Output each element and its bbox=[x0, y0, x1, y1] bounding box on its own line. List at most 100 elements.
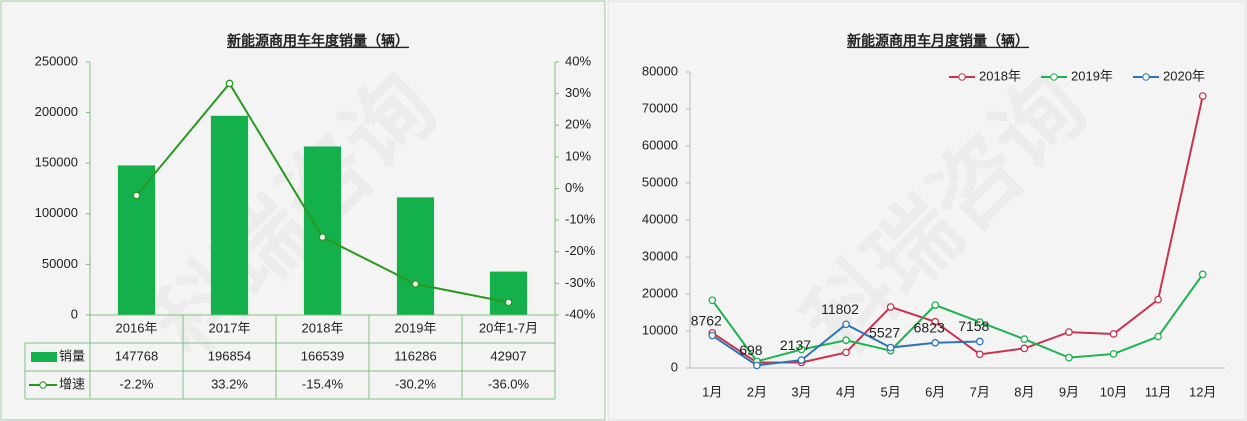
bar bbox=[303, 146, 342, 315]
table-cell: 33.2% bbox=[211, 376, 248, 391]
data-label: 2137 bbox=[780, 337, 811, 353]
table-cell: 42907 bbox=[490, 348, 526, 363]
bar bbox=[396, 197, 435, 315]
x-tick-label: 12月 bbox=[1189, 384, 1216, 399]
bar bbox=[489, 271, 528, 315]
point bbox=[753, 361, 761, 370]
y2-tick-label: -40% bbox=[565, 306, 596, 321]
point bbox=[708, 331, 717, 340]
y2-tick-label: 30% bbox=[565, 85, 591, 100]
point bbox=[886, 303, 895, 311]
point bbox=[931, 338, 940, 347]
legend-label: 2018年 bbox=[979, 68, 1021, 83]
point bbox=[1109, 350, 1118, 358]
series-line bbox=[711, 273, 1204, 363]
y-tick-label: 100000 bbox=[35, 205, 78, 220]
x-tick-label: 9月 bbox=[1059, 384, 1079, 399]
legend-label: 销量 bbox=[59, 348, 85, 363]
legend-swatch bbox=[1142, 73, 1150, 81]
point bbox=[842, 336, 850, 345]
point bbox=[1020, 344, 1029, 353]
point bbox=[886, 343, 895, 352]
y2-tick-label: -30% bbox=[565, 275, 596, 290]
point bbox=[1198, 92, 1207, 100]
point bbox=[842, 320, 850, 329]
y-tick-label: 50000 bbox=[42, 256, 78, 271]
point bbox=[411, 280, 420, 288]
x-tick-label: 20年1-7月 bbox=[479, 320, 538, 335]
x-tick-label: 10月 bbox=[1100, 384, 1127, 399]
data-label: 698 bbox=[739, 342, 763, 358]
y2-tick-label: 40% bbox=[565, 53, 591, 68]
table-cell: 166539 bbox=[301, 348, 344, 363]
y2-tick-label: 0% bbox=[565, 180, 584, 195]
point bbox=[931, 301, 940, 309]
data-label: 6823 bbox=[914, 319, 945, 335]
y2-tick-label: -10% bbox=[565, 212, 596, 227]
point bbox=[975, 318, 984, 326]
point bbox=[975, 350, 984, 359]
left-panel bbox=[0, 0, 606, 421]
y-tick-label: 20000 bbox=[642, 285, 678, 300]
y-tick-label: 10000 bbox=[642, 322, 678, 337]
x-tick-label: 5月 bbox=[881, 384, 901, 399]
x-tick-label: 8月 bbox=[1014, 384, 1034, 399]
x-tick-label: 3月 bbox=[791, 384, 811, 399]
table-cell: -2.2% bbox=[120, 376, 154, 391]
legend-label: 2019年 bbox=[1071, 68, 1113, 83]
table-cell: -36.0% bbox=[488, 376, 530, 391]
y-tick-label: 30000 bbox=[642, 248, 678, 263]
x-tick-label: 4月 bbox=[836, 384, 856, 399]
point bbox=[1020, 335, 1029, 343]
y2-tick-label: -20% bbox=[565, 243, 596, 258]
x-tick-label: 2月 bbox=[747, 384, 767, 399]
point bbox=[797, 345, 806, 354]
point bbox=[225, 79, 234, 88]
x-tick-label: 2018年 bbox=[302, 320, 344, 335]
y-tick-label: 60000 bbox=[642, 137, 678, 152]
point bbox=[318, 233, 327, 242]
y2-tick-label: 20% bbox=[565, 117, 591, 132]
point bbox=[1065, 353, 1073, 362]
table-cell: 196854 bbox=[208, 348, 251, 363]
point bbox=[842, 348, 850, 357]
legend-swatch bbox=[958, 73, 966, 81]
point bbox=[504, 298, 513, 307]
x-tick-label: 2017年 bbox=[209, 320, 251, 335]
point bbox=[975, 337, 984, 346]
y-tick-label: 0 bbox=[671, 359, 678, 374]
y-tick-label: 250000 bbox=[35, 53, 78, 68]
table-cell: -30.2% bbox=[395, 376, 437, 391]
table-cell: -15.4% bbox=[302, 376, 344, 391]
y-tick-label: 150000 bbox=[35, 155, 78, 170]
table-cell: 147768 bbox=[115, 348, 158, 363]
bar bbox=[117, 165, 156, 315]
point bbox=[132, 191, 141, 200]
x-tick-label: 2016年 bbox=[116, 320, 158, 335]
point bbox=[797, 356, 806, 364]
right-panel bbox=[607, 0, 1247, 421]
point bbox=[1065, 328, 1073, 336]
data-label: 7158 bbox=[958, 318, 989, 334]
legend-label: 增速 bbox=[59, 376, 85, 391]
point bbox=[1154, 332, 1162, 341]
point bbox=[708, 296, 717, 305]
y-tick-label: 70000 bbox=[642, 100, 678, 115]
x-tick-label: 1月 bbox=[702, 384, 722, 399]
table-cell: 116286 bbox=[394, 348, 436, 363]
y-tick-label: 50000 bbox=[642, 174, 678, 189]
x-tick-label: 11月 bbox=[1145, 384, 1172, 399]
point bbox=[1109, 330, 1118, 338]
data-label: 8762 bbox=[691, 312, 722, 328]
point bbox=[1154, 295, 1162, 304]
data-label: 11802 bbox=[821, 301, 859, 317]
y-tick-label: 40000 bbox=[642, 211, 678, 226]
legend-swatch bbox=[31, 352, 57, 362]
y-tick-label: 200000 bbox=[35, 104, 78, 119]
data-label: 5527 bbox=[869, 324, 900, 340]
chart-title: 新能源商用车年度销量（辆） bbox=[227, 33, 409, 49]
series-line bbox=[711, 95, 1204, 364]
bar bbox=[210, 115, 249, 315]
legend-swatch bbox=[39, 381, 47, 389]
